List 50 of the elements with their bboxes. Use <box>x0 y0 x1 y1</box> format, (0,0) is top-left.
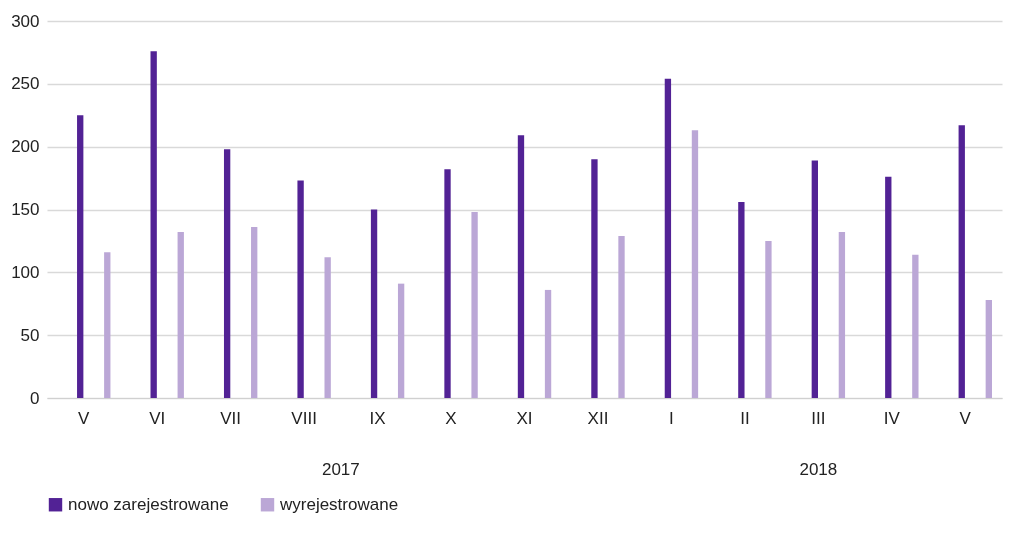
y-tick-label: 150 <box>11 200 40 219</box>
x-tick-label: VI <box>149 408 166 428</box>
bar <box>150 51 157 398</box>
legend-label: nowo zarejestrowane <box>68 494 229 514</box>
x-tick-label: V <box>78 408 91 428</box>
bar <box>912 254 919 398</box>
y-tick-label: 200 <box>11 137 40 157</box>
x-tick-label: X <box>445 408 457 428</box>
bar <box>251 227 258 398</box>
y-tick-label: 100 <box>11 262 40 282</box>
x-tick-label: XI <box>516 408 533 428</box>
bar <box>738 201 745 398</box>
x-tick-label: IX <box>369 408 386 428</box>
bar <box>397 283 405 398</box>
x-tick-label: VII <box>220 408 242 428</box>
text: 2017 <box>321 460 360 479</box>
y-tick-label: 250 <box>11 74 40 94</box>
bar <box>985 299 992 398</box>
legend-label: wyrejestrowane <box>279 494 399 514</box>
bar <box>838 232 846 398</box>
y-tick-label: 50 <box>20 325 40 345</box>
bar <box>104 252 111 398</box>
bar <box>765 240 772 398</box>
bar <box>324 257 331 398</box>
bar <box>297 180 304 398</box>
bar <box>444 169 451 398</box>
x-tick-label: II <box>740 408 750 428</box>
bar <box>885 176 892 398</box>
bar <box>77 115 84 398</box>
x-tick-label: VIII <box>291 408 317 428</box>
x-tick-label: III <box>811 408 826 428</box>
bar <box>177 232 184 398</box>
bar <box>664 78 672 398</box>
bar <box>811 160 818 398</box>
bar <box>544 289 552 398</box>
bar <box>223 149 231 398</box>
x-tick-label: V <box>959 408 972 428</box>
x-tick-label: I <box>669 408 674 428</box>
bar <box>517 135 525 398</box>
x-tick-label: XII <box>587 408 609 428</box>
bar <box>370 209 378 398</box>
y-tick-label: 300 <box>11 11 40 31</box>
bar <box>591 159 598 398</box>
text: 2018 <box>799 460 838 479</box>
bar <box>958 125 965 398</box>
bar <box>691 130 699 398</box>
bar <box>471 212 478 398</box>
y-tick-label: 0 <box>30 388 40 408</box>
bar <box>618 235 625 398</box>
x-tick-label: IV <box>883 408 901 428</box>
